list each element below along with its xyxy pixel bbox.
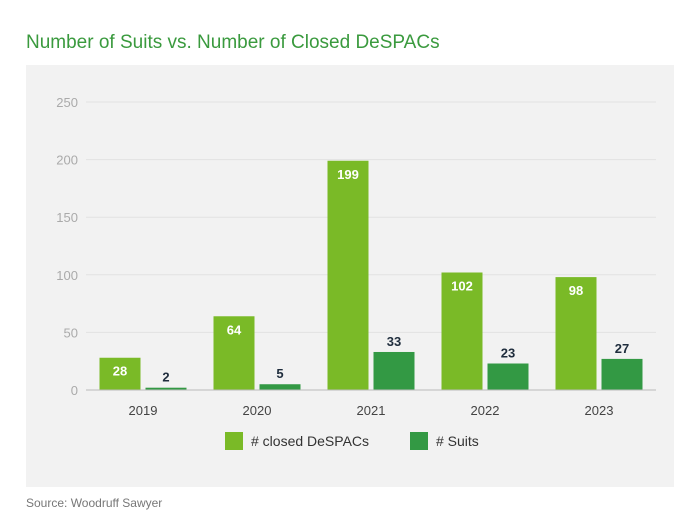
legend-label: # Suits [436, 433, 479, 449]
x-tick-label: 2020 [243, 403, 272, 418]
bar-suits [373, 351, 415, 390]
bar-despacs [99, 357, 141, 390]
x-tick-label: 2022 [471, 403, 500, 418]
x-tick-label: 2021 [357, 403, 386, 418]
y-tick-label: 250 [56, 95, 78, 110]
data-label: 64 [227, 322, 242, 337]
x-tick-label: 2023 [585, 403, 614, 418]
y-tick-label: 50 [64, 325, 78, 340]
data-label: 5 [276, 366, 283, 381]
bar-suits [259, 384, 301, 390]
data-label: 98 [569, 283, 583, 298]
data-label: 23 [501, 346, 515, 361]
bar-suits [487, 363, 529, 390]
bar-despacs [441, 272, 483, 390]
bar-suits [145, 387, 187, 390]
data-label: 33 [387, 334, 401, 349]
chart-title: Number of Suits vs. Number of Closed DeS… [26, 32, 440, 53]
x-tick-label: 2019 [129, 403, 158, 418]
legend-swatch [225, 432, 243, 450]
data-label: 28 [113, 364, 127, 379]
data-label: 2 [162, 370, 169, 385]
bar-despacs [213, 316, 255, 390]
data-label: 102 [451, 278, 473, 293]
y-tick-label: 150 [56, 210, 78, 225]
data-label: 27 [615, 341, 629, 356]
y-tick-label: 0 [71, 383, 78, 398]
legend-label: # closed DeSPACs [251, 433, 369, 449]
bar-suits [601, 358, 643, 390]
y-tick-label: 200 [56, 153, 78, 168]
y-tick-label: 100 [56, 268, 78, 283]
legend-swatch [410, 432, 428, 450]
source-note: Source: Woodruff Sawyer [26, 496, 163, 510]
data-label: 199 [337, 167, 359, 182]
bar-despacs [327, 160, 369, 390]
bar-despacs [555, 277, 597, 390]
